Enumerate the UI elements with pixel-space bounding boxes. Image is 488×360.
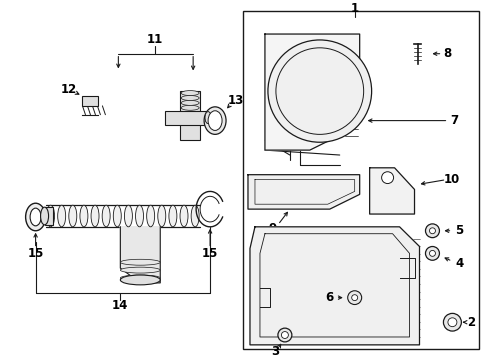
Text: 4: 4 xyxy=(454,257,463,270)
Polygon shape xyxy=(369,168,414,214)
Text: 3: 3 xyxy=(270,345,279,358)
Ellipse shape xyxy=(191,205,199,227)
Ellipse shape xyxy=(58,205,65,227)
Text: 9: 9 xyxy=(268,222,277,235)
Circle shape xyxy=(275,48,363,134)
Ellipse shape xyxy=(25,203,45,231)
Ellipse shape xyxy=(69,205,77,227)
Ellipse shape xyxy=(181,91,199,95)
Ellipse shape xyxy=(46,205,55,227)
Bar xyxy=(180,91,200,140)
Ellipse shape xyxy=(146,205,154,227)
Ellipse shape xyxy=(113,205,121,227)
Ellipse shape xyxy=(168,205,177,227)
Polygon shape xyxy=(249,227,419,345)
Ellipse shape xyxy=(135,205,143,227)
Circle shape xyxy=(425,224,439,238)
Circle shape xyxy=(267,40,371,142)
Circle shape xyxy=(425,247,439,260)
Ellipse shape xyxy=(120,275,160,281)
Circle shape xyxy=(447,318,456,327)
Ellipse shape xyxy=(204,112,211,123)
Polygon shape xyxy=(120,227,160,283)
Ellipse shape xyxy=(41,207,48,225)
Ellipse shape xyxy=(120,259,160,265)
Circle shape xyxy=(381,172,393,184)
Ellipse shape xyxy=(124,205,132,227)
Text: 13: 13 xyxy=(227,94,244,107)
Text: 15: 15 xyxy=(27,247,44,260)
Circle shape xyxy=(443,313,461,331)
Ellipse shape xyxy=(204,112,211,123)
Bar xyxy=(82,96,98,106)
Text: 8: 8 xyxy=(443,47,450,60)
Circle shape xyxy=(351,295,357,301)
Bar xyxy=(44,207,52,225)
Text: 11: 11 xyxy=(147,33,163,46)
Text: 5: 5 xyxy=(454,224,463,237)
Ellipse shape xyxy=(208,111,222,130)
Ellipse shape xyxy=(30,208,41,226)
Ellipse shape xyxy=(91,205,99,227)
Ellipse shape xyxy=(204,112,211,123)
Circle shape xyxy=(347,291,361,305)
Bar xyxy=(243,12,478,349)
Text: 1: 1 xyxy=(350,2,358,15)
Ellipse shape xyxy=(180,205,187,227)
Polygon shape xyxy=(247,175,359,209)
Text: 7: 7 xyxy=(449,114,458,127)
Ellipse shape xyxy=(80,205,88,227)
Ellipse shape xyxy=(120,275,160,285)
Circle shape xyxy=(281,332,288,338)
Text: 10: 10 xyxy=(443,173,459,186)
Text: 6: 6 xyxy=(325,291,333,304)
Polygon shape xyxy=(264,34,359,150)
Ellipse shape xyxy=(203,107,225,134)
Ellipse shape xyxy=(181,100,199,105)
Ellipse shape xyxy=(181,105,199,110)
Circle shape xyxy=(277,328,291,342)
Text: 14: 14 xyxy=(112,299,128,312)
Ellipse shape xyxy=(158,205,165,227)
Text: 15: 15 xyxy=(202,247,218,260)
Ellipse shape xyxy=(102,205,110,227)
Ellipse shape xyxy=(181,95,199,100)
Text: 2: 2 xyxy=(467,316,474,329)
Circle shape xyxy=(428,251,435,256)
Ellipse shape xyxy=(120,267,160,273)
Text: 12: 12 xyxy=(60,83,77,96)
Bar xyxy=(165,111,215,125)
Circle shape xyxy=(428,228,435,234)
